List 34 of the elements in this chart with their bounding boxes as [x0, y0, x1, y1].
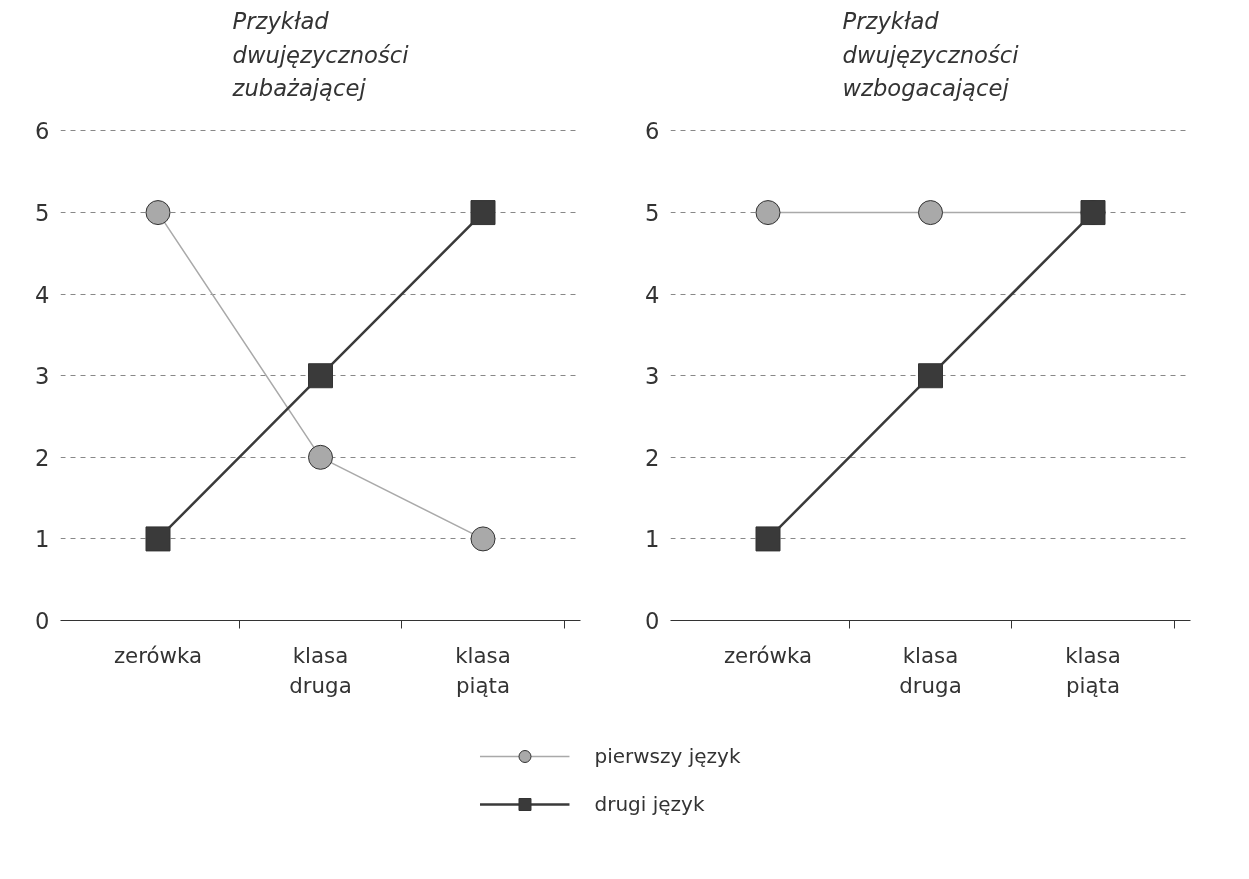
y-tick-label: 1 [35, 526, 50, 553]
y-tick-label: 5 [35, 200, 50, 227]
point [918, 363, 943, 389]
point [145, 526, 171, 552]
x-tick-label: zerówka [723, 642, 813, 668]
y-tick-label: 1 [645, 526, 660, 553]
point [470, 526, 496, 552]
x-tick-label: zerówka [113, 642, 203, 668]
x-tick-label: klasa piąta [1065, 642, 1121, 698]
point [470, 200, 496, 226]
y-tick-label: 6 [35, 118, 50, 145]
chart-title: Przykład dwujęzyczności wzbogacającej [842, 7, 1020, 102]
x-tick-label: klasa druga [899, 642, 962, 698]
x-tick-label: klasa druga [289, 642, 352, 698]
y-tick-label: 2 [35, 444, 50, 471]
y-tick-label: 6 [645, 118, 660, 145]
y-tick-label: 3 [645, 363, 660, 390]
point [308, 363, 333, 389]
chart-title: Przykład dwujęzyczności zubażającej [231, 7, 410, 102]
y-tick-label: 5 [645, 200, 660, 227]
y-tick-label: 0 [645, 608, 660, 634]
legend-label: drugi język [594, 792, 705, 816]
point [145, 200, 171, 226]
point [755, 200, 781, 226]
legend-label: pierwszy język [594, 744, 741, 768]
point [755, 526, 781, 552]
y-tick-label: 3 [35, 363, 50, 390]
y-tick-label: 0 [35, 608, 50, 634]
y-tick-label: 4 [645, 281, 660, 308]
point [918, 200, 943, 226]
y-tick-label: 4 [35, 281, 50, 308]
x-tick-label: klasa piąta [455, 642, 511, 698]
y-tick-label: 2 [645, 444, 660, 471]
point [308, 444, 333, 470]
